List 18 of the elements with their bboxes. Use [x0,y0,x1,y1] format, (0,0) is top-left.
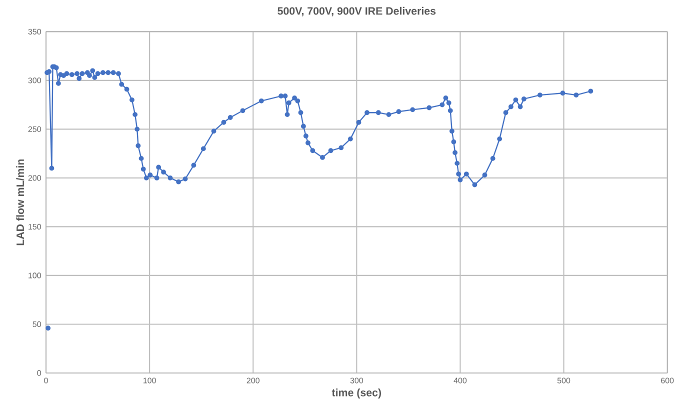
y-tick-label: 250 [28,126,41,132]
x-tick-label: 600 [661,378,674,384]
x-tick-label: 0 [44,378,48,384]
x-tick-label: 400 [454,378,467,384]
y-tick-label: 350 [28,28,41,35]
y-tick-label: 150 [28,224,41,230]
y-tick-label: 300 [28,78,41,84]
y-axis-title: LAD flow mL/min [16,159,24,246]
y-tick-label: 200 [28,175,41,181]
x-tick-label: 100 [143,378,156,384]
x-tick-label: 200 [246,378,260,384]
y-tick-label: 100 [28,272,41,278]
y-tick-label: 50 [32,321,41,328]
x-axis-title: time (sec) [332,388,382,398]
x-tick-label: 300 [350,378,364,384]
x-tick-label: 500 [557,378,570,384]
y-tick-label: 0 [37,370,41,376]
chart-title: 500V, 700V, 900V IRE Deliveries [278,6,436,16]
